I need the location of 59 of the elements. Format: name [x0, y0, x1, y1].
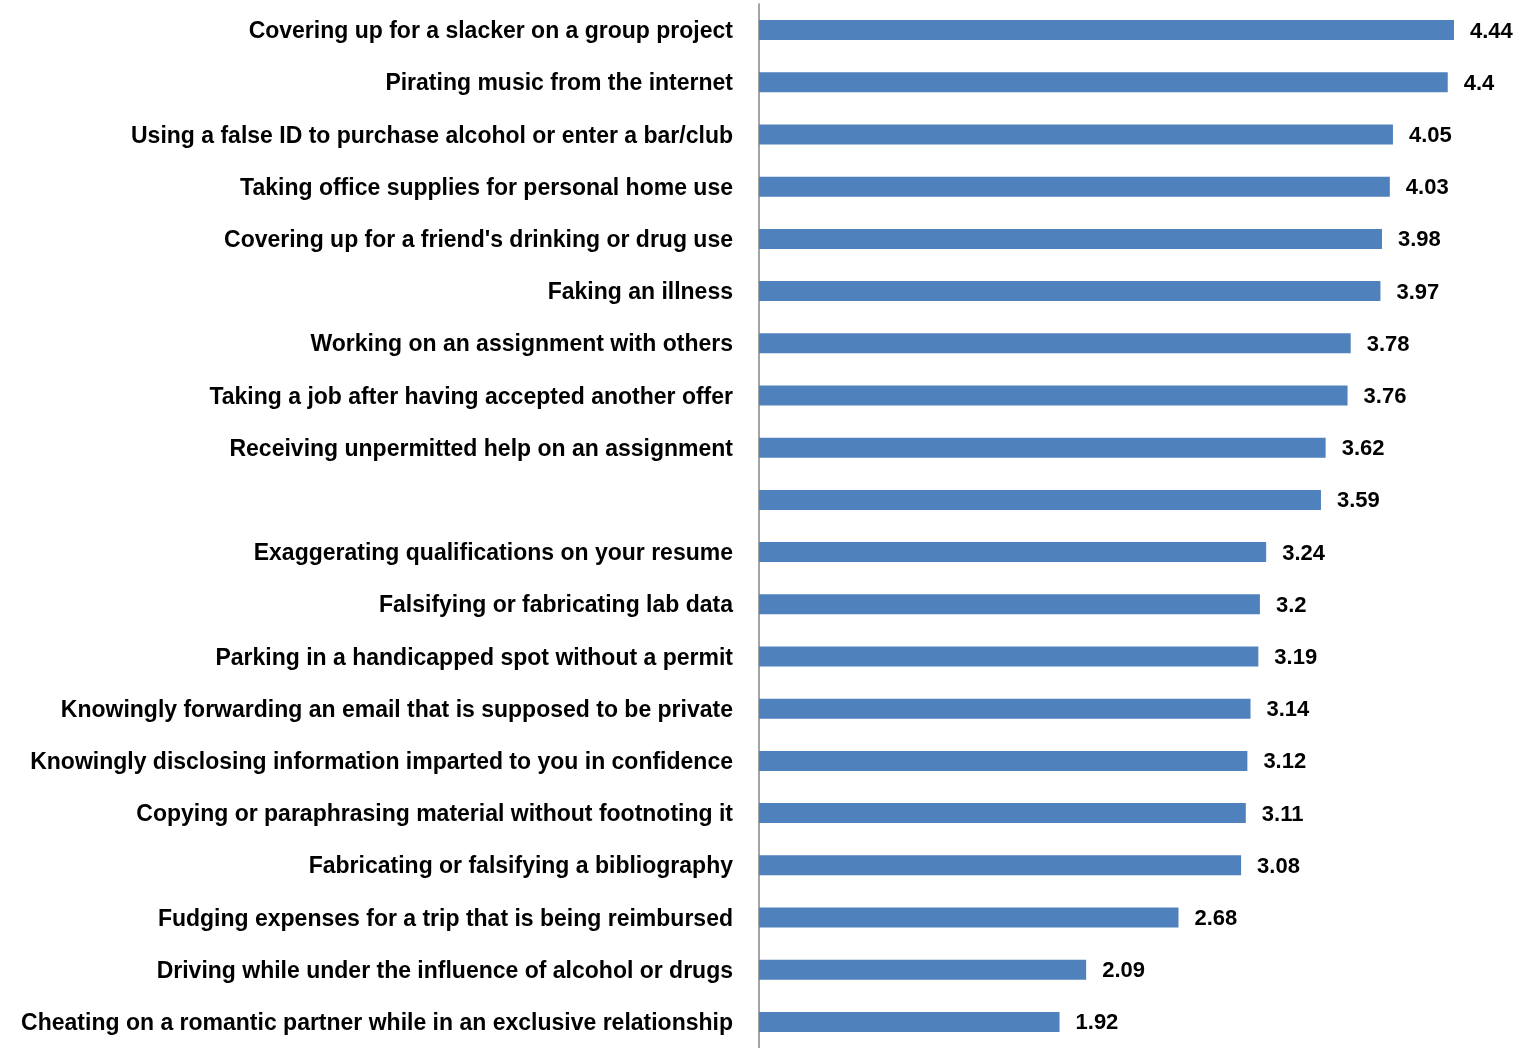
data-label: 4.05 [1408, 122, 1452, 147]
data-label: 3.98 [1398, 226, 1441, 252]
y-tick-label: Pirating music from the internet [385, 69, 734, 96]
data-label: 3.19 [1274, 644, 1318, 669]
y-tick-label: Receiving unpermitted help on an assignment [229, 434, 734, 461]
data-label: 4.44 [1470, 17, 1514, 43]
bar [759, 20, 1454, 41]
bar [759, 855, 1242, 876]
bar [759, 385, 1348, 406]
y-tick-label: Exaggerating qualifications on your resume [253, 539, 733, 566]
y-tick-label: Falsifying or fabricating lab data [378, 591, 734, 618]
data-label: 3.2 [1275, 591, 1307, 617]
y-tick-label: Parking in a handicapped spot without a permit [215, 643, 734, 670]
data-label: 3.08 [1257, 852, 1300, 878]
y-tick-label: Covering up for a slacker on a group project [248, 17, 734, 44]
bar [759, 333, 1351, 354]
y-tick-label: Fudging expenses for a trip that is being reimbursed [157, 904, 733, 931]
bar [759, 1011, 1060, 1032]
y-tick-label: Working on an assignment with others [310, 330, 733, 357]
bar [759, 959, 1087, 980]
data-label: 2.68 [1194, 905, 1238, 930]
data-label: 3.12 [1263, 748, 1307, 774]
bar [759, 124, 1393, 145]
data-label: 1.92 [1075, 1009, 1119, 1035]
data-label: 3.62 [1341, 435, 1385, 461]
bar [759, 228, 1382, 249]
y-tick-label: Taking a job after having accepted another offer [209, 382, 734, 409]
bar [759, 489, 1321, 510]
y-tick-label: Driving while under the influence of alcohol or drugs [156, 956, 733, 983]
data-label: 4.4 [1463, 69, 1496, 95]
data-label: 3.76 [1363, 383, 1407, 408]
bar [759, 646, 1259, 667]
data-label: 2.09 [1102, 957, 1145, 983]
y-tick-label: Using a false ID to purchase alcohol or enter a bar/club [131, 121, 733, 148]
data-label: 3.14 [1266, 696, 1311, 722]
bar [759, 698, 1251, 719]
data-label: 3.24 [1282, 539, 1326, 565]
bar [759, 72, 1448, 93]
bar [759, 176, 1390, 197]
bar [759, 750, 1248, 771]
data-label: 3.11 [1261, 800, 1304, 826]
bar [759, 281, 1381, 302]
bar [759, 437, 1326, 458]
bar [759, 907, 1179, 928]
y-tick-label: Fabricating or falsifying a bibliography [308, 852, 734, 879]
y-tick-label: Covering up for a friend's drinking or drug use [224, 225, 733, 252]
bar [759, 803, 1246, 824]
bar [759, 542, 1267, 563]
data-label: 3.97 [1396, 278, 1440, 304]
bar [759, 594, 1260, 615]
y-tick-label: Taking office supplies for personal home use [240, 173, 733, 200]
y-tick-label: Copying or paraphrasing material without footnoting it [136, 800, 734, 827]
y-tick-label: Knowingly forwarding an email that is supposed to be private [60, 695, 733, 722]
y-tick-label: Faking an illness [547, 278, 733, 305]
data-label: 3.78 [1366, 330, 1410, 356]
y-tick-label: Knowingly disclosing information imparted to you in confidence [30, 747, 733, 774]
data-label: 3.59 [1336, 487, 1380, 513]
data-label: 4.03 [1405, 174, 1449, 200]
y-tick-label: Cheating on a romantic partner while in an exclusive relationship [21, 1008, 733, 1035]
